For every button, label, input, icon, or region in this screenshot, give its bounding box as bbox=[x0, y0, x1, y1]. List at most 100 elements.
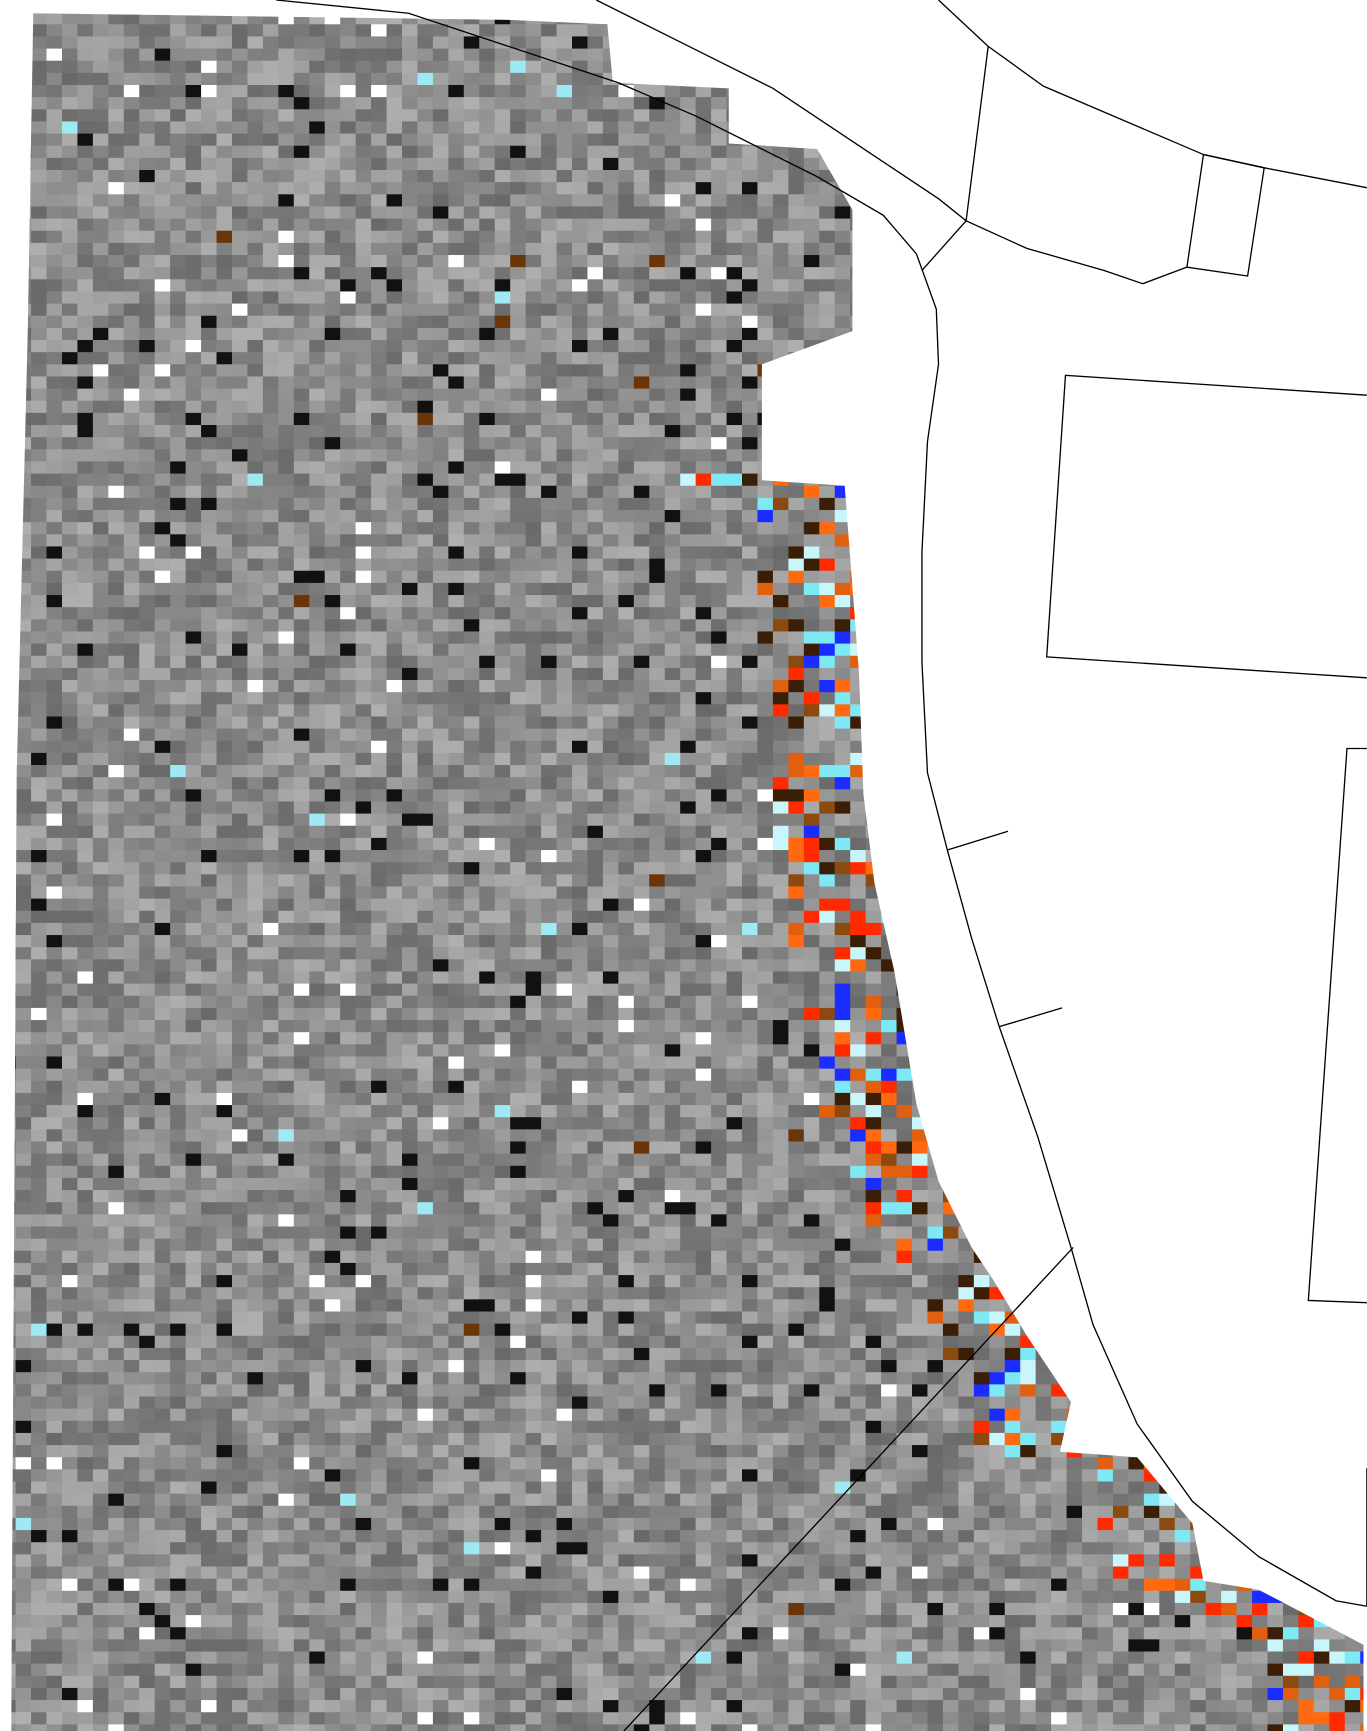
raster-cell bbox=[201, 425, 218, 438]
raster-cell bbox=[850, 619, 867, 633]
raster-cell bbox=[432, 595, 449, 608]
raster-cell bbox=[61, 595, 78, 608]
raster-cell bbox=[819, 242, 836, 256]
raster-cell bbox=[1097, 340, 1114, 353]
raster-cell bbox=[1112, 485, 1129, 499]
raster-cell bbox=[973, 534, 990, 548]
raster-cell bbox=[216, 121, 233, 135]
raster-cell bbox=[262, 595, 279, 608]
raster-cell bbox=[834, 340, 851, 353]
raster-cell bbox=[1252, 109, 1269, 122]
raster-cell bbox=[664, 97, 681, 110]
raster-cell bbox=[711, 667, 728, 681]
raster-cell bbox=[850, 437, 867, 450]
raster-cell bbox=[633, 582, 650, 596]
raster-cell bbox=[1360, 412, 1364, 426]
raster-cell bbox=[556, 582, 573, 596]
raster-cell bbox=[479, 437, 496, 450]
raster-cell bbox=[618, 510, 635, 523]
raster-cell bbox=[1329, 619, 1346, 633]
raster-cell bbox=[1236, 595, 1253, 608]
raster-cell bbox=[942, 109, 959, 122]
raster-cell bbox=[896, 255, 913, 268]
raster-cell bbox=[587, 242, 604, 256]
raster-cell bbox=[927, 558, 944, 572]
raster-cell bbox=[1082, 279, 1099, 292]
raster-cell bbox=[463, 534, 480, 548]
raster-cell bbox=[865, 607, 882, 620]
raster-cell bbox=[1051, 36, 1068, 50]
raster-cell bbox=[1313, 255, 1330, 268]
raster-cell bbox=[1344, 303, 1361, 317]
raster-cell bbox=[309, 340, 326, 353]
raster-cell bbox=[850, 497, 867, 511]
raster-cell bbox=[31, 0, 47, 13]
raster-cell bbox=[865, 60, 882, 74]
raster-cell bbox=[185, 206, 202, 220]
raster-cell bbox=[1298, 279, 1315, 292]
raster-cell bbox=[680, 48, 697, 62]
raster-cell bbox=[525, 655, 542, 669]
raster-cell bbox=[510, 133, 527, 147]
raster-cell bbox=[742, 230, 759, 244]
raster-cell bbox=[139, 267, 156, 280]
raster-cell bbox=[77, 121, 94, 135]
raster-cell bbox=[61, 242, 78, 256]
raster-cell bbox=[170, 485, 187, 499]
raster-cell bbox=[772, 291, 789, 305]
raster-cell bbox=[231, 24, 248, 37]
raster-cell bbox=[139, 315, 156, 329]
raster-cell bbox=[494, 655, 511, 669]
raster-cell bbox=[77, 97, 94, 110]
raster-cell bbox=[541, 182, 558, 195]
raster-cell bbox=[896, 643, 913, 657]
raster-cell bbox=[170, 327, 187, 341]
raster-cell bbox=[1112, 157, 1129, 171]
raster-cell bbox=[463, 194, 480, 207]
raster-cell bbox=[1082, 109, 1099, 122]
raster-cell bbox=[201, 522, 218, 535]
raster-cell bbox=[340, 36, 357, 50]
raster-cell bbox=[1128, 631, 1145, 645]
raster-cell bbox=[1329, 534, 1346, 548]
raster-cell bbox=[927, 570, 944, 584]
raster-cell bbox=[510, 364, 527, 378]
raster-cell bbox=[247, 194, 264, 207]
raster-cell bbox=[1082, 60, 1099, 74]
raster-cell bbox=[340, 582, 357, 596]
raster-cell bbox=[11, 230, 17, 244]
raster-cell bbox=[1082, 267, 1099, 280]
raster-cell bbox=[1082, 473, 1099, 487]
raster-cell bbox=[695, 449, 712, 463]
raster-cell bbox=[1097, 255, 1114, 268]
raster-cell bbox=[1313, 400, 1330, 414]
raster-cell bbox=[1252, 461, 1269, 475]
raster-cell bbox=[680, 255, 697, 268]
raster-cell bbox=[309, 145, 326, 159]
raster-cell bbox=[355, 595, 372, 608]
raster-cell bbox=[61, 388, 78, 402]
raster-cell bbox=[1190, 109, 1207, 122]
raster-cell bbox=[1344, 449, 1361, 463]
raster-cell bbox=[61, 680, 78, 693]
raster-cell bbox=[1282, 36, 1299, 50]
raster-cell bbox=[231, 315, 248, 329]
raster-cell bbox=[1360, 437, 1364, 450]
raster-cell bbox=[324, 497, 341, 511]
raster-cell bbox=[618, 643, 635, 657]
raster-cell bbox=[834, 485, 851, 499]
raster-cell bbox=[1097, 303, 1114, 317]
raster-cell bbox=[788, 461, 805, 475]
raster-cell bbox=[1112, 449, 1129, 463]
raster-cell bbox=[1174, 595, 1191, 608]
raster-cell bbox=[1344, 97, 1361, 110]
raster-cell bbox=[77, 242, 94, 256]
raster-cell bbox=[463, 595, 480, 608]
raster-cell bbox=[726, 667, 743, 681]
raster-cell bbox=[742, 619, 759, 633]
raster-cell bbox=[432, 412, 449, 426]
raster-cell bbox=[479, 497, 496, 511]
raster-cell bbox=[633, 60, 650, 74]
raster-cell bbox=[61, 437, 78, 450]
raster-cell bbox=[1159, 327, 1176, 341]
